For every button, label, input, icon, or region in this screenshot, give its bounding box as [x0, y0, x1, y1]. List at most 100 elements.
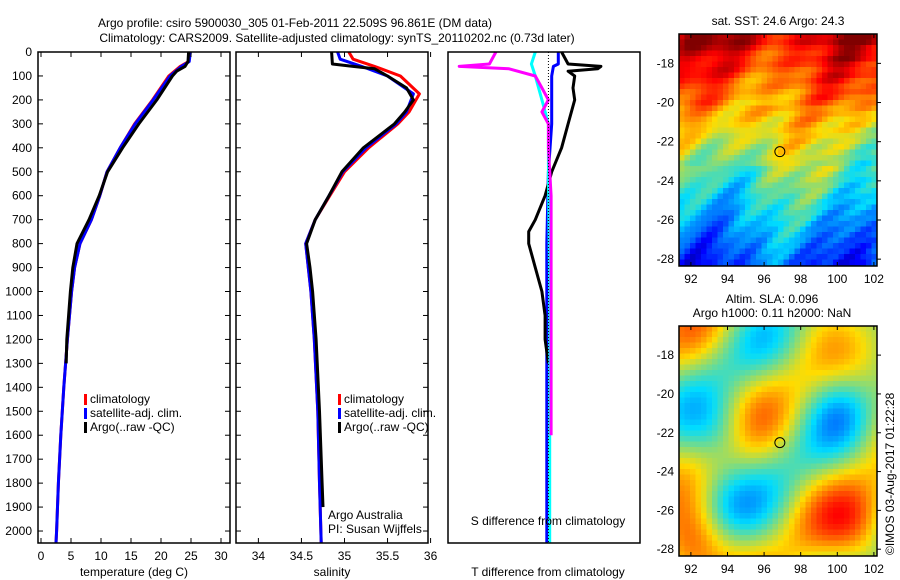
map-cell [690, 204, 696, 211]
legend-label: Argo(..raw -QC) [344, 420, 429, 434]
map-cell [734, 204, 740, 211]
map-cell [723, 337, 729, 343]
map-cell [767, 496, 773, 503]
map-cell [739, 243, 746, 249]
map-cell [849, 452, 856, 459]
map-cell [684, 474, 691, 481]
map-cell [833, 397, 839, 404]
map-cell [816, 67, 823, 73]
map-cell [789, 331, 795, 338]
map-cell [789, 166, 795, 172]
map-cell [690, 105, 696, 112]
map-cell [783, 326, 790, 332]
map-cell [833, 337, 839, 343]
map-cell [706, 127, 713, 134]
map-clip [679, 556, 879, 562]
map-cell [778, 337, 784, 343]
map-cell [816, 331, 823, 338]
map-cell [690, 210, 696, 216]
map-cell [844, 215, 850, 222]
map-cell [750, 469, 757, 475]
map-cell [750, 326, 757, 332]
map-cell [734, 34, 740, 40]
map-cell [860, 414, 867, 420]
map-cell [684, 144, 691, 150]
map-cell [717, 89, 724, 95]
map-cell [833, 474, 839, 481]
map-cell [739, 348, 746, 354]
x-tick-label: 20 [154, 549, 168, 563]
map-cell [778, 480, 784, 486]
map-cell [783, 414, 790, 420]
map-cell [778, 436, 784, 442]
map-cell [690, 83, 696, 90]
map-cell [684, 122, 691, 128]
map-cell [717, 215, 724, 222]
map-cell [866, 331, 872, 338]
map-cell [750, 122, 757, 128]
map-cell [679, 67, 685, 73]
map-cell [849, 127, 856, 134]
map-cell [706, 491, 713, 497]
map-cell [871, 61, 878, 68]
map-cell [844, 83, 850, 90]
map-cell [756, 375, 762, 382]
map-cell [783, 160, 790, 167]
map-cell [750, 403, 757, 409]
map-cell [871, 188, 878, 194]
map-cell [800, 370, 806, 376]
map-cell [717, 551, 724, 558]
map-cell [761, 359, 768, 365]
map-cell [827, 452, 834, 459]
map-cell [690, 524, 696, 530]
map-cell [761, 441, 768, 448]
map-cell [866, 39, 872, 46]
map-cell [712, 546, 718, 552]
map-cell [855, 105, 861, 112]
map-cell [761, 491, 768, 497]
map-cell [684, 535, 691, 541]
map-cell [805, 507, 812, 514]
map-cell [822, 326, 828, 332]
map-cell [734, 447, 740, 453]
map-cell [706, 551, 713, 558]
map-cell [778, 502, 784, 508]
map-cell [761, 463, 768, 470]
map-cell [855, 540, 861, 547]
map-cell [805, 430, 812, 437]
map-cell [712, 177, 718, 183]
map-cell [761, 430, 768, 437]
map-cell [739, 149, 746, 156]
map-cell [712, 199, 718, 205]
map-cell [772, 524, 779, 530]
map-cell [723, 491, 729, 497]
map-cell [745, 182, 751, 189]
map-cell [679, 386, 685, 393]
map-cell [844, 226, 850, 233]
map-cell [717, 149, 724, 156]
map-cell [855, 518, 861, 525]
map-cell [783, 540, 790, 547]
map-cell [750, 72, 757, 79]
map-cell [822, 215, 828, 222]
map-cell [783, 364, 790, 371]
map-cell [695, 502, 702, 508]
map-cell [739, 144, 746, 150]
map-cell [833, 375, 839, 382]
map-cell [690, 375, 696, 382]
map-cell [827, 524, 834, 530]
map-cell [723, 39, 729, 46]
map-cell [855, 204, 861, 211]
map-cell [805, 149, 812, 156]
map-cell [816, 381, 823, 387]
map-cell [684, 529, 691, 536]
map-cell [728, 485, 735, 492]
map-cell [800, 546, 806, 552]
map-cell [783, 94, 790, 101]
map-cell [871, 111, 878, 117]
map-cell [811, 94, 817, 101]
map-cell [816, 160, 823, 167]
map-cell [800, 381, 806, 387]
map-cell [728, 182, 735, 189]
map-cell [800, 414, 806, 420]
